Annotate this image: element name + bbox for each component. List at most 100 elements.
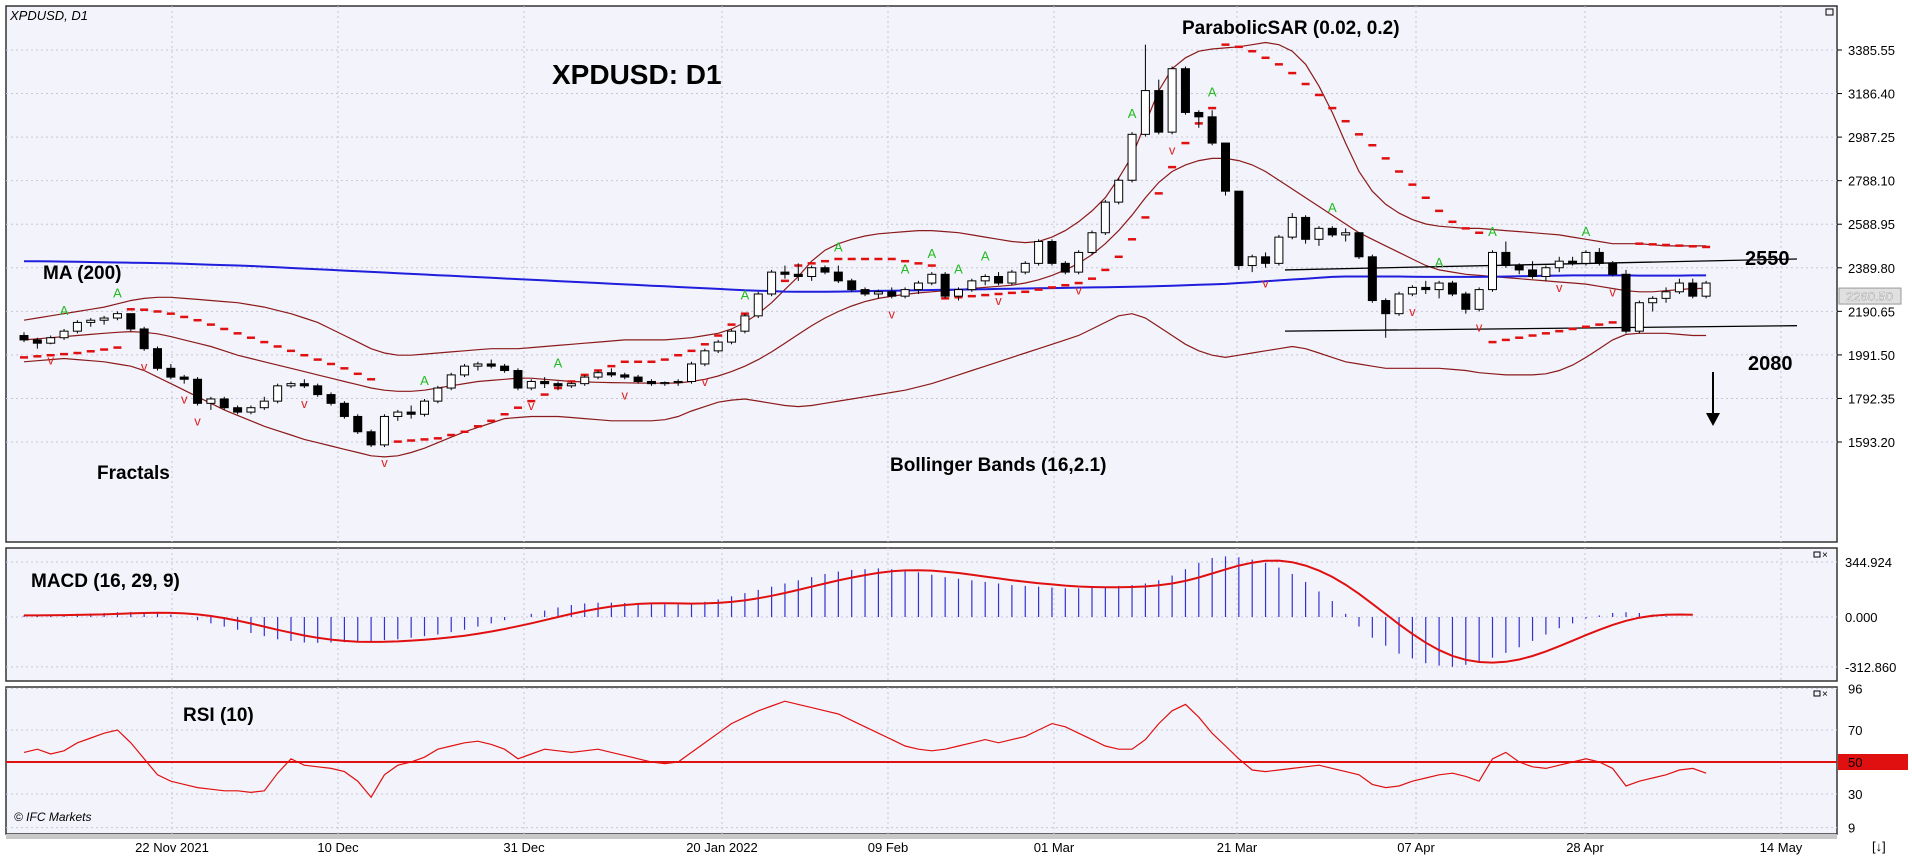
date-tick-label: 22 Nov 2021 (135, 840, 209, 855)
candle-body (1594, 251, 1604, 264)
price-tick-label: 2588.95 (1848, 217, 1895, 232)
candle-body (99, 317, 109, 321)
candle-body (233, 407, 243, 413)
rsi-50-tag (1838, 754, 1908, 770)
fractal-down-marker: v (1556, 280, 1563, 295)
fractal-down-marker: v (1075, 282, 1082, 297)
price-tick-label: 1593.20 (1848, 435, 1895, 450)
candle-body (1394, 293, 1404, 315)
candle-body (847, 280, 857, 291)
fractal-down-marker: v (1169, 142, 1176, 157)
candle-body (1501, 251, 1511, 267)
price-tick-label: 3385.55 (1848, 43, 1895, 58)
fractal-up-marker: A (1128, 106, 1137, 121)
fractal-down-marker: v (301, 396, 308, 411)
bollinger-line (23, 313, 1707, 458)
price-tick-label: 2389.80 (1848, 261, 1895, 276)
candle-body (246, 407, 256, 413)
fractal-up-marker: A (981, 248, 990, 263)
candle-body (19, 335, 29, 341)
fractal-up-marker: A (741, 288, 750, 303)
macd-panel (5, 547, 1838, 682)
candle-body (1261, 256, 1271, 264)
candle-body (406, 411, 416, 415)
macd-signal-line (24, 559, 1693, 664)
candle-body (1701, 282, 1711, 297)
candle-body (1140, 90, 1150, 135)
candle-body (887, 291, 897, 297)
fractal-down-marker: v (702, 374, 709, 389)
fractal-up-marker: A (1582, 224, 1591, 239)
rsi-panel (5, 686, 1838, 835)
rsi-panel-window-icons[interactable]: × (1813, 689, 1828, 700)
fractal-up-marker: A (901, 261, 910, 276)
candle-body (1514, 265, 1524, 271)
candle-body (112, 313, 122, 319)
price-panel-window-icon[interactable] (1825, 8, 1834, 16)
fractal-down-marker: v (181, 392, 188, 407)
candle-body (393, 411, 403, 417)
candle-body (339, 402, 349, 417)
candle-body (72, 321, 82, 332)
fractal-down-marker: v (528, 398, 535, 413)
fractal-down-marker: v (47, 352, 54, 367)
candle-body (1648, 297, 1658, 304)
bollinger-label: Bollinger Bands (16,2.1) (890, 455, 1106, 476)
candle-body (1447, 282, 1457, 295)
level-2550-label: 2550 (1745, 248, 1790, 270)
date-tick-label: 10 Dec (317, 840, 359, 855)
candle-body (500, 365, 510, 372)
candle-body (1327, 227, 1337, 236)
macd-panel-window-icons[interactable]: × (1813, 550, 1828, 561)
candle-body (1274, 236, 1284, 264)
fractal-up-marker: A (834, 240, 843, 255)
candle-body (1354, 232, 1364, 258)
fractal-down-marker: v (622, 387, 629, 402)
candle-body (299, 383, 309, 387)
candle-body (767, 271, 777, 295)
candle-body (540, 380, 550, 385)
scale-button[interactable]: [↓] (1872, 839, 1886, 854)
candle-body (1634, 302, 1644, 332)
symbol-caption: XPDUSD, D1 (9, 8, 88, 23)
candle-body (126, 313, 136, 330)
candle-body (673, 380, 683, 384)
macd-tick-label: 344.924 (1845, 555, 1892, 570)
fractal-up-marker: A (420, 373, 429, 388)
date-tick-label: 21 Mar (1217, 840, 1258, 855)
current-price-label: 2260.50 (1846, 289, 1893, 304)
candle-body (553, 383, 563, 387)
fractal-down-marker: v (1409, 304, 1416, 319)
candle-body (1060, 262, 1070, 273)
candle-body (1100, 201, 1110, 234)
candle-body (379, 415, 389, 446)
rsi-tick-label: 96 (1848, 681, 1862, 696)
candle-body (473, 363, 483, 367)
candle-body (433, 387, 443, 402)
fractal-up-marker: A (954, 261, 963, 276)
candle-body (753, 293, 763, 317)
candle-body (1554, 260, 1564, 269)
fractal-up-marker: A (1328, 200, 1337, 215)
svg-text:×: × (1822, 550, 1828, 561)
candle-body (713, 341, 723, 352)
ma-label: MA (200) (43, 263, 121, 284)
candle-body (1034, 240, 1044, 264)
fractal-up-marker: A (1208, 84, 1217, 99)
candle-body (1674, 282, 1684, 293)
candle-body (900, 289, 910, 297)
candle-body (807, 267, 817, 277)
rsi-line (23, 700, 1707, 799)
candle-body (727, 330, 737, 343)
date-tick-label: 28 Apr (1566, 840, 1604, 855)
candle-body (1047, 240, 1057, 264)
fractal-down-marker: v (889, 306, 896, 321)
candle-body (139, 328, 149, 350)
candle-body (606, 372, 616, 376)
candle-body (1528, 269, 1538, 277)
candle-body (353, 415, 363, 433)
grid-lines (6, 6, 1837, 834)
date-tick-label: 01 Mar (1034, 840, 1075, 855)
